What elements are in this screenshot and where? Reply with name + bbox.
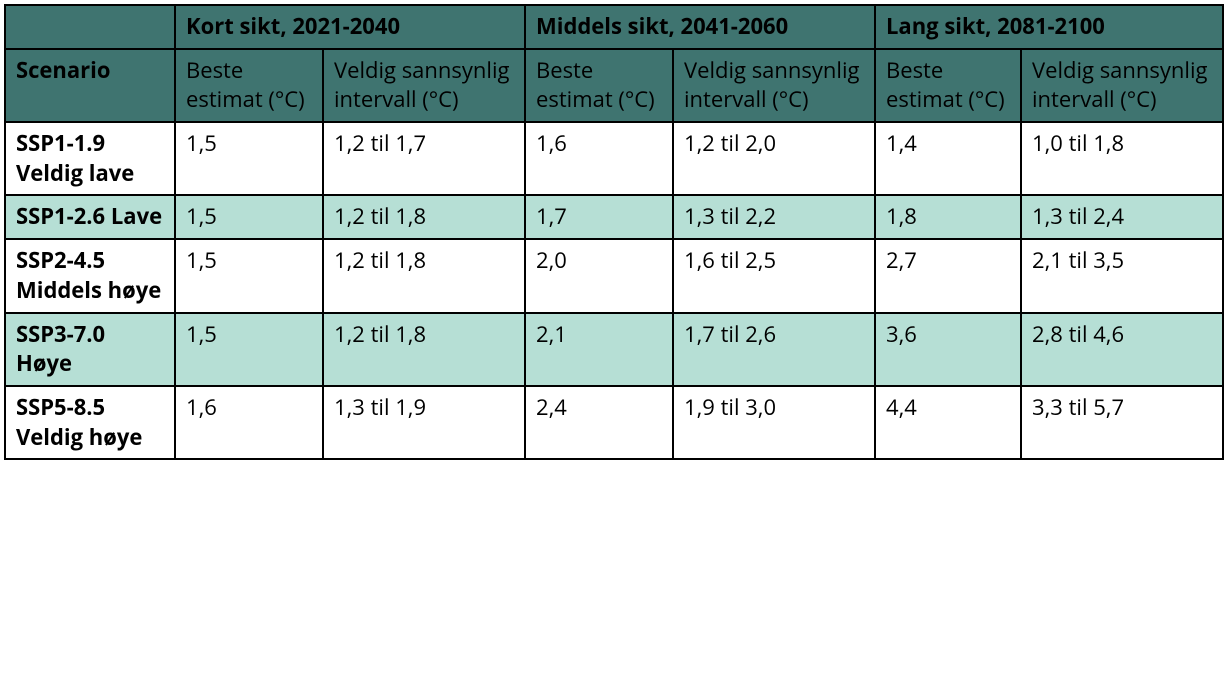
subheader-2: Beste estimat (°C) (525, 49, 673, 122)
table-row: SSP3-7.0 Høye1,51,2 til 1,82,11,7 til 2,… (5, 313, 1223, 386)
row-label: SSP5-8.5 Veldig høye (5, 386, 175, 459)
table-body: SSP1-1.9 Veldig lave1,51,2 til 1,71,61,2… (5, 122, 1223, 459)
data-cell: 1,3 til 2,4 (1021, 195, 1223, 239)
data-cell: 1,8 (875, 195, 1021, 239)
row-label: SSP2-4.5 Middels høye (5, 239, 175, 312)
subheader-5: Veldig sannsynlig intervall (°C) (1021, 49, 1223, 122)
data-cell: 1,5 (175, 313, 323, 386)
data-cell: 2,1 (525, 313, 673, 386)
data-cell: 3,3 til 5,7 (1021, 386, 1223, 459)
data-cell: 1,4 (875, 122, 1021, 195)
data-cell: 2,1 til 3,5 (1021, 239, 1223, 312)
data-cell: 1,7 til 2,6 (673, 313, 875, 386)
subheader-3: Veldig sannsynlig intervall (°C) (673, 49, 875, 122)
table-head: Kort sikt, 2021-2040 Middels sikt, 2041-… (5, 5, 1223, 122)
data-cell: 1,0 til 1,8 (1021, 122, 1223, 195)
data-cell: 1,6 (175, 386, 323, 459)
subheader-1: Veldig sannsynlig intervall (°C) (323, 49, 525, 122)
subheader-0: Beste estimat (°C) (175, 49, 323, 122)
header-short-term: Kort sikt, 2021-2040 (175, 5, 525, 49)
row-label: SSP1-2.6 Lave (5, 195, 175, 239)
header-long-term: Lang sikt, 2081-2100 (875, 5, 1223, 49)
data-cell: 1,3 til 1,9 (323, 386, 525, 459)
row-label: SSP1-1.9 Veldig lave (5, 122, 175, 195)
data-cell: 1,2 til 1,8 (323, 195, 525, 239)
row-label: SSP3-7.0 Høye (5, 313, 175, 386)
data-cell: 1,6 (525, 122, 673, 195)
data-cell: 1,5 (175, 122, 323, 195)
table-row: SSP1-2.6 Lave1,51,2 til 1,81,71,3 til 2,… (5, 195, 1223, 239)
data-cell: 4,4 (875, 386, 1021, 459)
table-row: SSP5-8.5 Veldig høye1,61,3 til 1,92,41,9… (5, 386, 1223, 459)
data-cell: 1,5 (175, 195, 323, 239)
data-cell: 2,7 (875, 239, 1021, 312)
data-cell: 1,2 til 1,7 (323, 122, 525, 195)
header-mid-term: Middels sikt, 2041-2060 (525, 5, 875, 49)
data-cell: 1,3 til 2,2 (673, 195, 875, 239)
data-cell: 1,7 (525, 195, 673, 239)
data-cell: 1,2 til 2,0 (673, 122, 875, 195)
data-cell: 1,9 til 3,0 (673, 386, 875, 459)
data-cell: 1,2 til 1,8 (323, 313, 525, 386)
table-row: SSP1-1.9 Veldig lave1,51,2 til 1,71,61,2… (5, 122, 1223, 195)
header-row-sub: Scenario Beste estimat (°C) Veldig sanns… (5, 49, 1223, 122)
data-cell: 2,4 (525, 386, 673, 459)
data-cell: 2,0 (525, 239, 673, 312)
data-cell: 1,2 til 1,8 (323, 239, 525, 312)
data-cell: 3,6 (875, 313, 1021, 386)
climate-scenario-table: Kort sikt, 2021-2040 Middels sikt, 2041-… (4, 4, 1224, 460)
header-scenario: Scenario (5, 49, 175, 122)
header-blank (5, 5, 175, 49)
data-cell: 2,8 til 4,6 (1021, 313, 1223, 386)
subheader-4: Beste estimat (°C) (875, 49, 1021, 122)
data-cell: 1,6 til 2,5 (673, 239, 875, 312)
table-row: SSP2-4.5 Middels høye1,51,2 til 1,82,01,… (5, 239, 1223, 312)
data-cell: 1,5 (175, 239, 323, 312)
header-row-top: Kort sikt, 2021-2040 Middels sikt, 2041-… (5, 5, 1223, 49)
